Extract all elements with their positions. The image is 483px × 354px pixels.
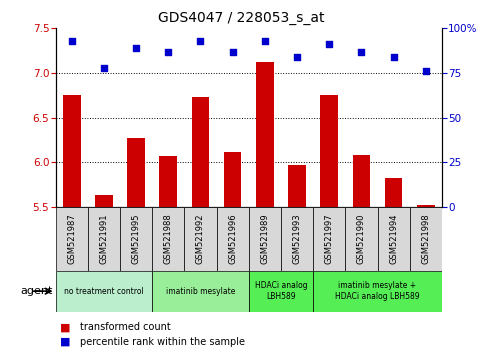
- Bar: [56, 271, 152, 312]
- Text: ■: ■: [60, 337, 71, 347]
- Text: GSM521990: GSM521990: [357, 214, 366, 264]
- Point: [326, 41, 333, 47]
- Text: HDACi analog
LBH589: HDACi analog LBH589: [255, 281, 307, 301]
- Bar: [63, 95, 81, 207]
- Text: ■: ■: [60, 322, 71, 332]
- Bar: [224, 152, 242, 207]
- Text: imatinib mesylate +
HDACi analog LBH589: imatinib mesylate + HDACi analog LBH589: [335, 281, 420, 301]
- Point: [164, 49, 172, 55]
- Point: [293, 54, 301, 60]
- Bar: [216, 207, 249, 271]
- Bar: [192, 97, 209, 207]
- Bar: [256, 62, 274, 207]
- Bar: [281, 207, 313, 271]
- Point: [229, 49, 237, 55]
- Text: GSM521994: GSM521994: [389, 214, 398, 264]
- Text: GSM521997: GSM521997: [325, 213, 334, 264]
- Bar: [320, 95, 338, 207]
- Bar: [378, 207, 410, 271]
- Bar: [95, 195, 113, 207]
- Bar: [56, 207, 88, 271]
- Bar: [88, 207, 120, 271]
- Point: [390, 54, 398, 60]
- Bar: [353, 155, 370, 207]
- Text: GSM521995: GSM521995: [131, 214, 141, 264]
- Text: agent: agent: [21, 286, 53, 296]
- Text: GSM521996: GSM521996: [228, 213, 237, 264]
- Text: no treatment control: no treatment control: [64, 287, 144, 296]
- Text: GSM521988: GSM521988: [164, 213, 173, 264]
- Bar: [345, 207, 378, 271]
- Bar: [385, 178, 402, 207]
- Bar: [127, 138, 145, 207]
- Bar: [185, 207, 216, 271]
- Point: [197, 38, 204, 44]
- Text: GSM521992: GSM521992: [196, 214, 205, 264]
- Text: GSM521998: GSM521998: [421, 213, 430, 264]
- Bar: [313, 271, 442, 312]
- Text: GDS4047 / 228053_s_at: GDS4047 / 228053_s_at: [158, 11, 325, 25]
- Text: GSM521987: GSM521987: [67, 213, 76, 264]
- Bar: [410, 207, 442, 271]
- Text: GSM521991: GSM521991: [99, 214, 108, 264]
- Bar: [288, 165, 306, 207]
- Bar: [120, 207, 152, 271]
- Point: [422, 68, 430, 74]
- Bar: [152, 207, 185, 271]
- Point: [100, 65, 108, 70]
- Text: imatinib mesylate: imatinib mesylate: [166, 287, 235, 296]
- Point: [132, 45, 140, 51]
- Bar: [249, 271, 313, 312]
- Text: GSM521989: GSM521989: [260, 213, 270, 264]
- Text: transformed count: transformed count: [80, 322, 170, 332]
- Point: [261, 38, 269, 44]
- Bar: [313, 207, 345, 271]
- Bar: [417, 205, 435, 207]
- Bar: [159, 156, 177, 207]
- Text: GSM521993: GSM521993: [293, 213, 301, 264]
- Point: [357, 49, 365, 55]
- Bar: [152, 271, 249, 312]
- Point: [68, 38, 75, 44]
- Bar: [249, 207, 281, 271]
- Text: percentile rank within the sample: percentile rank within the sample: [80, 337, 245, 347]
